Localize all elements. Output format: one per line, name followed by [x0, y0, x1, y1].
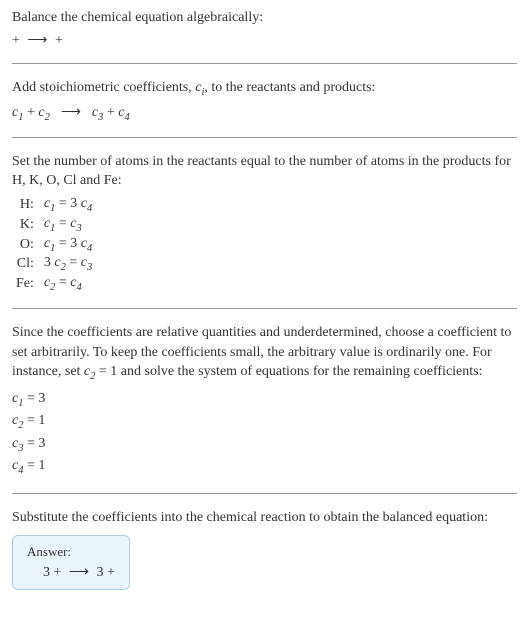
list-item: c1 = 3: [12, 389, 517, 411]
table-row: Fe: c2 = c4: [12, 274, 96, 294]
element-label: O:: [12, 235, 40, 255]
element-label: K:: [12, 215, 40, 235]
atom-eq: 3 c2 = c3: [40, 254, 96, 274]
atoms-intro: Set the number of atoms in the reactants…: [12, 152, 517, 191]
arrow-icon: ⟶: [27, 32, 47, 49]
atom-equations-table: H: c1 = 3 c4 K: c1 = c3 O: c1 = 3 c4 Cl:…: [12, 195, 96, 294]
intro-rhs: +: [55, 33, 63, 48]
divider: [12, 308, 517, 309]
coefficient-list: c1 = 3 c2 = 1 c3 = 3 c4 = 1: [12, 389, 517, 479]
table-row: Cl: 3 c2 = c3: [12, 254, 96, 274]
element-label: Cl:: [12, 254, 40, 274]
answer-rhs: 3 +: [96, 565, 114, 580]
intro-equation: + ⟶ +: [12, 32, 517, 49]
arrow-icon: ⟶: [61, 104, 81, 121]
divider: [12, 63, 517, 64]
c4: c4: [118, 105, 129, 120]
list-item: c4 = 1: [12, 456, 517, 478]
c3: c3: [92, 105, 103, 120]
c2: c2: [38, 105, 49, 120]
atom-eq: c2 = c4: [40, 274, 96, 294]
table-row: K: c1 = c3: [12, 215, 96, 235]
stoich-text: Add stoichiometric coefficients, ci, to …: [12, 78, 517, 100]
plus: +: [103, 105, 118, 120]
solve-text: Since the coefficients are relative quan…: [12, 323, 517, 385]
answer-box: Answer: 3 + ⟶ 3 +: [12, 535, 130, 590]
atom-eq: c1 = c3: [40, 215, 96, 235]
intro-lhs: +: [12, 33, 23, 48]
divider: [12, 493, 517, 494]
divider: [12, 137, 517, 138]
c1: c1: [12, 105, 23, 120]
subst-text: Substitute the coefficients into the che…: [12, 508, 517, 528]
solve-text-b: = 1 and solve the system of equations fo…: [95, 364, 482, 379]
arrow-icon: ⟶: [69, 564, 89, 581]
stoich-text-a: Add stoichiometric coefficients,: [12, 80, 195, 95]
element-label: Fe:: [12, 274, 40, 294]
answer-lhs: 3 +: [43, 565, 65, 580]
plus: +: [23, 105, 38, 120]
answer-equation: 3 + ⟶ 3 +: [27, 564, 115, 581]
stoich-text-b: , to the reactants and products:: [204, 80, 375, 95]
list-item: c2 = 1: [12, 411, 517, 433]
cset: c2: [84, 364, 95, 379]
intro-text: Balance the chemical equation algebraica…: [12, 8, 517, 28]
stoich-equation: c1 + c2 ⟶ c3 + c4: [12, 104, 517, 123]
list-item: c3 = 3: [12, 434, 517, 456]
table-row: H: c1 = 3 c4: [12, 195, 96, 215]
atom-eq: c1 = 3 c4: [40, 195, 96, 215]
element-label: H:: [12, 195, 40, 215]
table-row: O: c1 = 3 c4: [12, 235, 96, 255]
answer-label: Answer:: [27, 544, 115, 560]
atom-eq: c1 = 3 c4: [40, 235, 96, 255]
